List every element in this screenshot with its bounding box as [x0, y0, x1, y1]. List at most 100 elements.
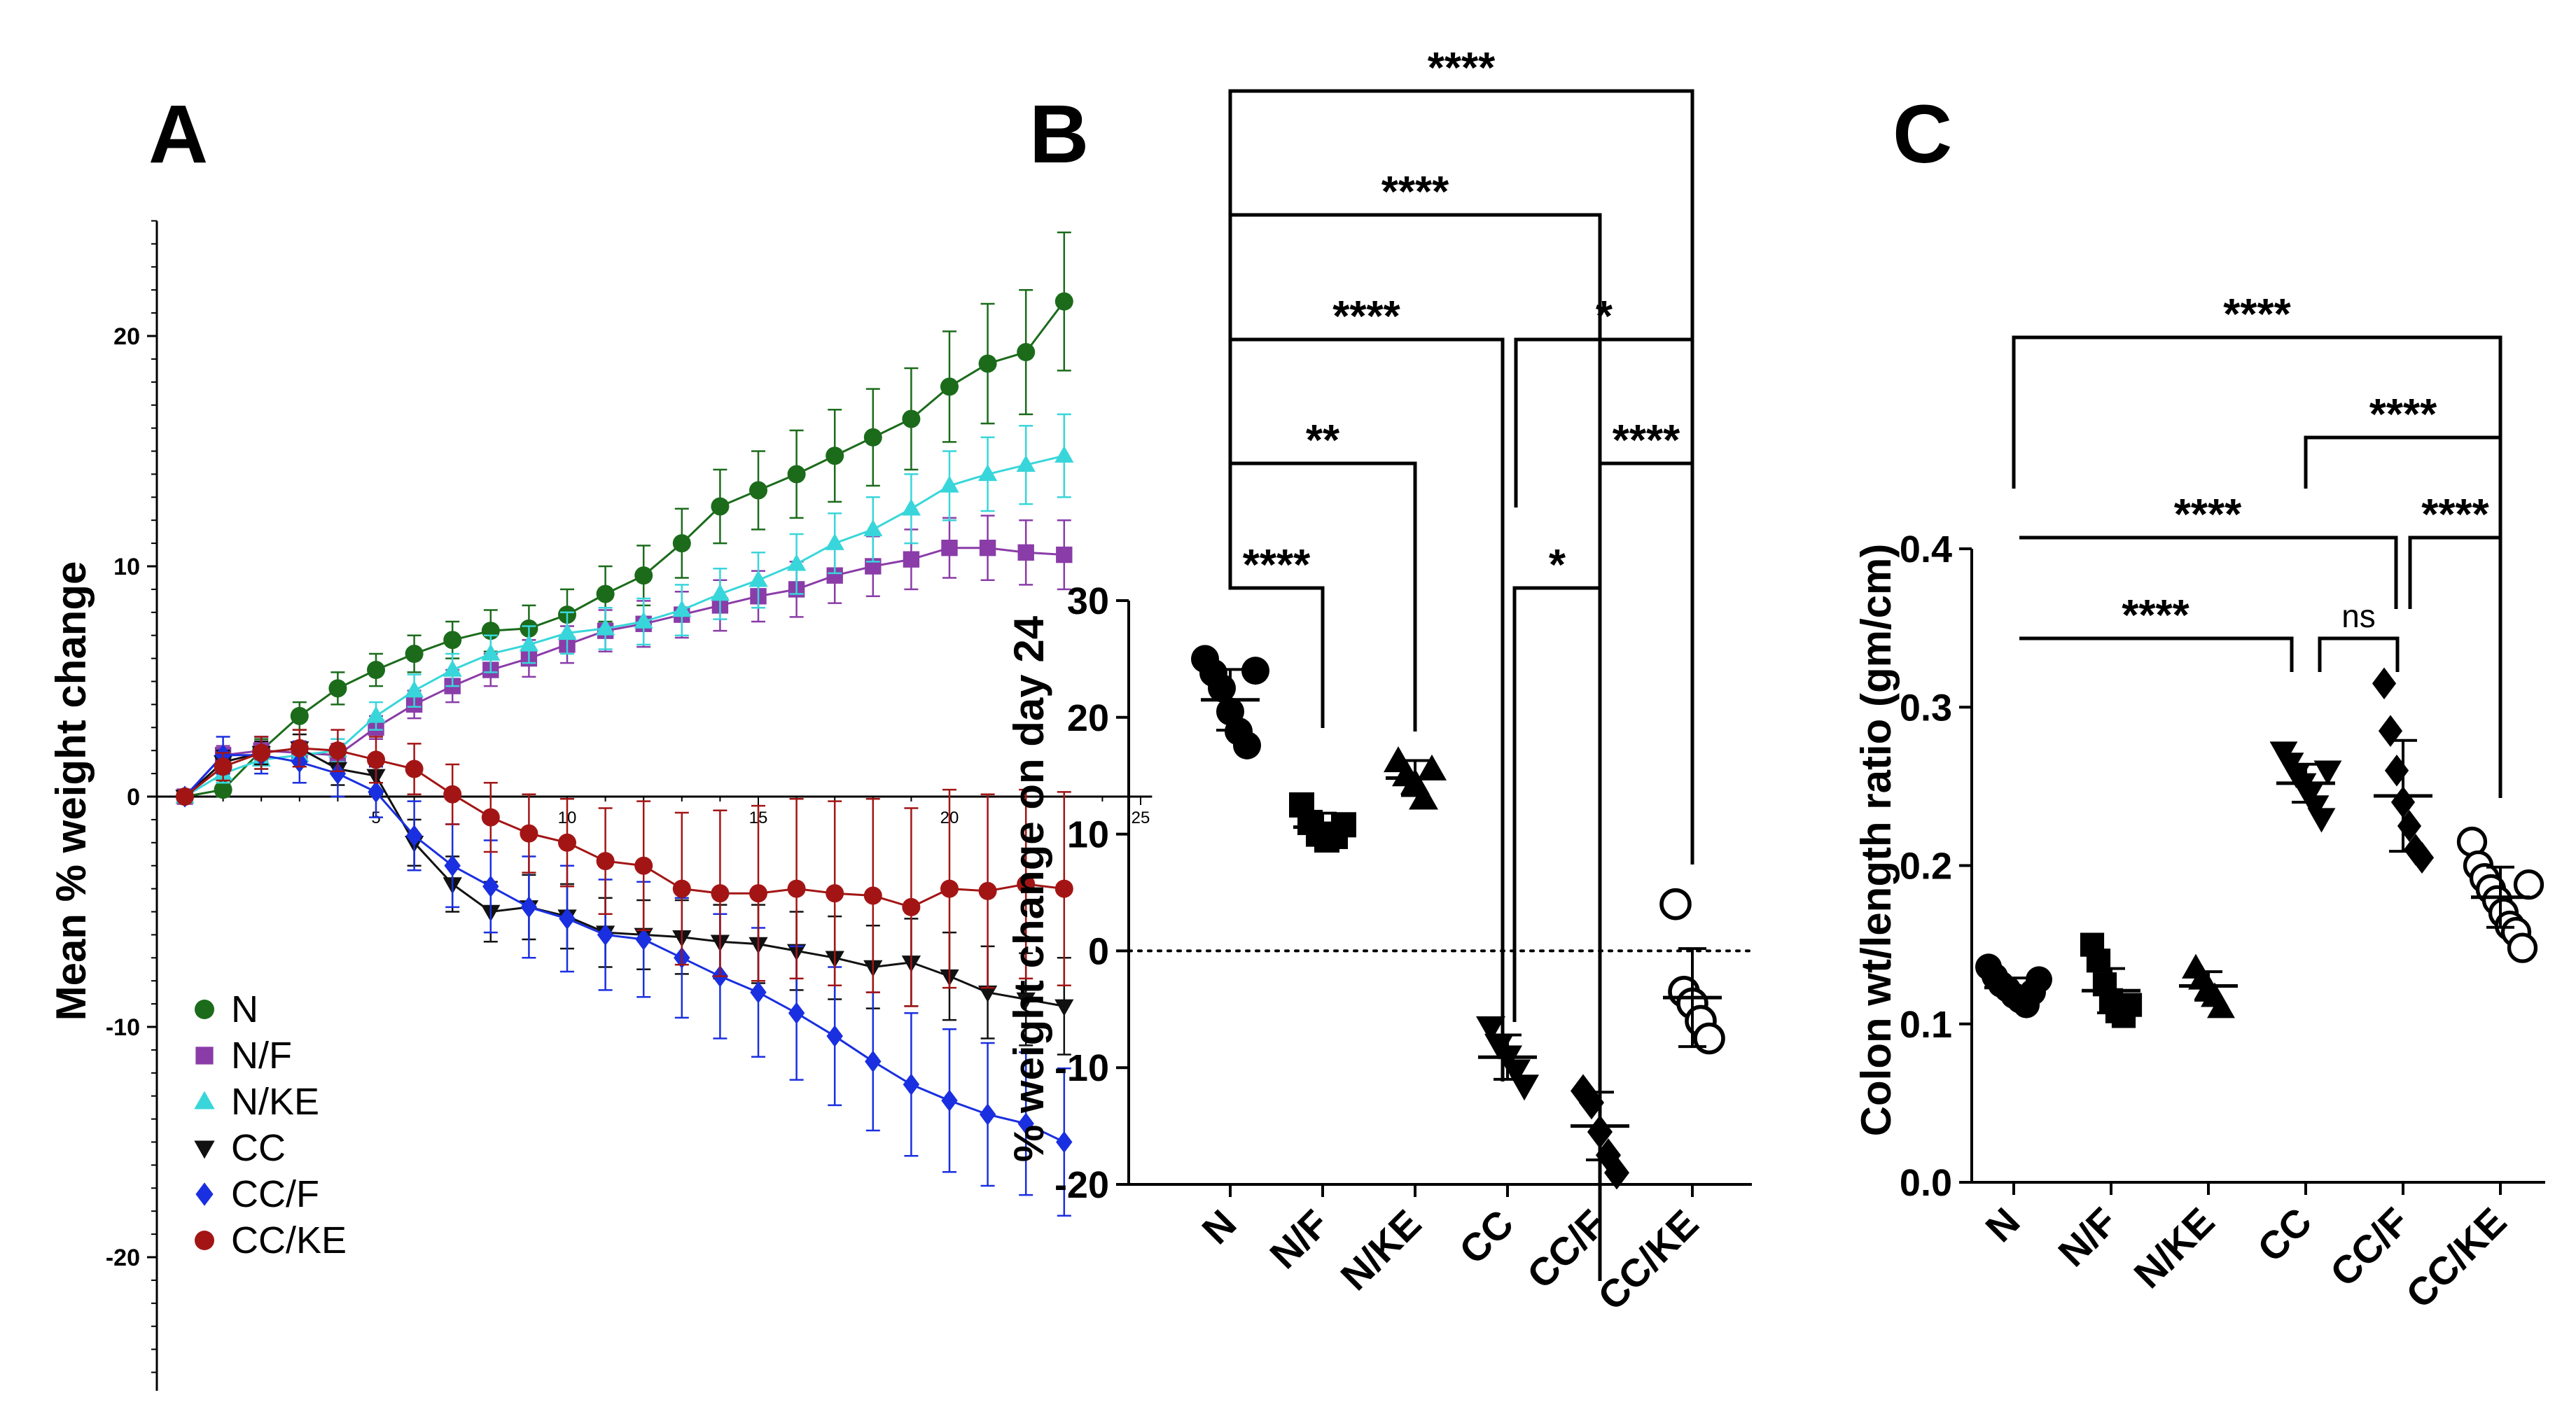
panel-a-data-point — [597, 923, 614, 946]
panel-a-data-point — [979, 539, 996, 556]
panel-b-significance-label: **** — [1428, 44, 1496, 92]
panel-a-data-point — [826, 567, 843, 584]
panel-a-line-chart: Mean % weight change -20-100102051015202… — [48, 220, 1153, 1391]
panel-a-data-point — [634, 856, 653, 875]
panel-c-significance-bracket: **** — [2408, 491, 2502, 798]
panel-c-category-label: CC — [2249, 1199, 2320, 1270]
panel-c-group-n-f — [2080, 932, 2143, 1028]
panel-a-y-tick-label: 10 — [113, 554, 140, 580]
panel-a-data-point — [977, 985, 998, 1002]
panel-a-data-point — [290, 738, 309, 757]
panel-c-bracket-line — [2408, 536, 2502, 798]
panel-a-data-point — [405, 645, 424, 664]
panel-a-y-tick-label: 20 — [113, 323, 140, 350]
panel-a-data-point — [1017, 875, 1036, 894]
panel-a-data-point — [214, 757, 232, 776]
panel-a-data-point — [865, 1050, 882, 1072]
panel-a-data-point — [711, 884, 730, 903]
panel-c-significance-bracket: ns — [2318, 598, 2400, 672]
panel-a-x-tick-label: 25 — [1132, 808, 1150, 827]
panel-b-bracket-line — [1512, 586, 1602, 1281]
panel-a-data-point — [1017, 1112, 1034, 1135]
panel-a-series-n — [176, 231, 1073, 806]
panel-a-data-point — [1054, 445, 1074, 463]
panel-c-data-point — [2372, 667, 2397, 700]
panel-a-data-point — [176, 788, 194, 806]
panel-b-category-label: CC — [1451, 1201, 1522, 1273]
panel-b-category-label: CC/KE — [1589, 1201, 1707, 1319]
panel-a-data-point — [902, 897, 921, 916]
panel-c-significance-bracket: **** — [2304, 391, 2502, 489]
panel-a-data-point — [1016, 454, 1036, 472]
panel-c-category-label: CC/KE — [2397, 1199, 2515, 1317]
panel-a-data-point — [252, 743, 271, 762]
panel-a-data-point — [863, 519, 883, 537]
panel-b-category-label: N — [1193, 1201, 1244, 1252]
panel-a-data-point — [672, 600, 692, 617]
panel-a-data-point — [901, 498, 921, 516]
panel-c-group-cc-ke — [2456, 826, 2544, 963]
panel-c-significance-label: **** — [2174, 491, 2242, 539]
panel-a-data-point — [557, 623, 577, 640]
panel-a-data-point — [1054, 999, 1074, 1016]
panel-a-data-point — [903, 1073, 920, 1096]
panel-b-y-tick-label: 20 — [1067, 697, 1109, 739]
panel-a-legend-label: N/F — [231, 1035, 292, 1077]
panel-a-data-point — [1017, 544, 1034, 561]
panel-b-group-n-f — [1289, 792, 1356, 853]
panel-a-data-point — [328, 679, 347, 698]
panel-b-group-cc-ke — [1659, 888, 1725, 1055]
panel-a-legend-marker — [195, 1046, 214, 1065]
panel-b-significance-bracket: **** — [1228, 541, 1325, 728]
panel-a-legend-label: N — [231, 988, 258, 1030]
panel-c-group-n-ke — [2179, 953, 2238, 1018]
panel-b-y-tick-label: -10 — [1054, 1047, 1109, 1089]
panel-a-data-point — [558, 833, 576, 852]
panel-a-data-point — [978, 881, 997, 900]
panel-a-data-point — [481, 643, 501, 661]
panel-a-data-point — [1054, 879, 1073, 898]
panel-b-data-point — [1579, 1086, 1604, 1120]
panel-b-significance-label: * — [1549, 541, 1566, 589]
panel-a-y-axis-title: Mean % weight change — [48, 561, 95, 1021]
panel-a-data-point — [214, 780, 232, 799]
panel-a-data-point — [787, 879, 806, 898]
panel-letter-c: C — [1893, 88, 1952, 181]
panel-c-y-tick-label: 0.0 — [1900, 1162, 1952, 1204]
panel-a-y-tick-label: -10 — [106, 1014, 140, 1041]
panel-b-data-point — [1233, 731, 1261, 760]
panel-b-data-point — [1693, 1022, 1725, 1055]
panel-a-data-point — [367, 750, 385, 769]
panel-a-data-point — [940, 475, 959, 493]
panel-c-data-point — [2409, 841, 2435, 874]
panel-b-significance-label: * — [1596, 293, 1613, 341]
panel-a-data-point — [941, 1089, 958, 1112]
panel-a-data-point — [519, 634, 539, 652]
panel-a-data-point — [710, 584, 730, 601]
panel-a-data-point — [940, 377, 959, 396]
panel-b-bracket-line — [1228, 337, 1505, 1082]
panel-a-series-cc-ke — [176, 729, 1073, 1007]
panel-c-data-point — [2507, 932, 2538, 963]
panel-a-data-point — [826, 1025, 843, 1047]
panel-c-significance-bracket: **** — [2012, 290, 2502, 798]
panel-b-data-point — [1241, 657, 1269, 685]
panel-a-series-line — [184, 300, 1065, 798]
panel-c-y-tick-label: 0.4 — [1900, 528, 1952, 570]
panel-b-data-point — [1331, 812, 1356, 838]
panel-a-data-point — [482, 875, 499, 897]
panel-a-data-point — [405, 760, 424, 778]
panel-a-data-point — [329, 762, 347, 785]
panel-a-data-point — [443, 785, 462, 804]
panel-c-group-cc — [2269, 741, 2342, 833]
panel-a-data-point — [749, 884, 767, 903]
panel-a-series-cc-f — [176, 736, 1073, 1217]
panel-b-group-cc-f — [1571, 1074, 1629, 1190]
panel-a-data-point — [404, 680, 424, 698]
panel-a-data-point — [941, 539, 958, 556]
panel-c-significance-label: **** — [2223, 290, 2291, 339]
panel-a-data-point — [634, 566, 653, 585]
panel-a-data-point — [903, 551, 920, 568]
panel-c-significance-bracket: **** — [2019, 491, 2398, 609]
panel-b-category-label: N/KE — [1332, 1201, 1429, 1298]
